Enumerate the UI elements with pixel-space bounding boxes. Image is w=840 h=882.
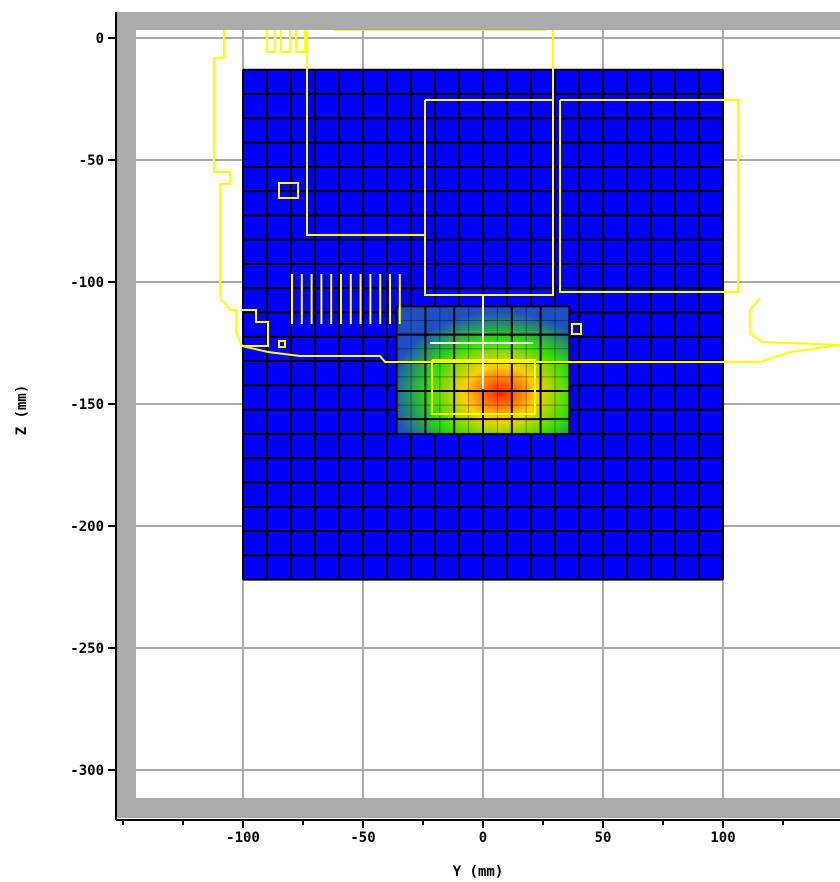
outline-target-inner xyxy=(424,99,554,296)
z-tick-label-5: -250 xyxy=(70,641,104,657)
crosshair xyxy=(430,296,534,390)
outline-small-square-left xyxy=(278,182,299,199)
outline-left-boundary xyxy=(213,30,840,363)
x-tick-label-4: 100 xyxy=(710,830,735,846)
outline-tooth-1 xyxy=(266,30,276,53)
outline-lower-box xyxy=(431,359,536,415)
outline-target-outer xyxy=(559,99,739,293)
outline-tooth-2 xyxy=(280,30,291,53)
y-axis-label: Z (mm) xyxy=(14,385,30,436)
z-tick-label-1: -50 xyxy=(79,153,104,169)
z-tick-label-0: 0 xyxy=(96,31,104,47)
z-tick-label-6: -300 xyxy=(70,763,104,779)
outline-tiny-square xyxy=(278,340,286,348)
outline-upper-box xyxy=(306,30,425,236)
z-tick-label-3: -150 xyxy=(70,397,104,413)
outline-right-arc xyxy=(749,297,840,346)
x-tick-label-3: 50 xyxy=(595,830,612,846)
z-tick-label-2: -100 xyxy=(70,275,104,291)
plot-frame-bottom xyxy=(116,798,840,818)
plot-frame-left xyxy=(116,12,136,818)
x-tick-label-1: -50 xyxy=(350,830,375,846)
outline-small-square-right xyxy=(571,323,582,335)
outline-tooth-3 xyxy=(295,30,306,53)
x-axis-label: Y (mm) xyxy=(453,864,504,880)
x-tick-label-2: 0 xyxy=(479,830,487,846)
outline-left-notch xyxy=(242,309,269,347)
structure-outlines xyxy=(213,30,840,415)
axis-ticks: -100 -50 0 50 100 0 -50 -100 -150 -200 -250 -300 xyxy=(70,31,784,846)
z-tick-label-4: -200 xyxy=(70,519,104,535)
x-tick-label-0: -100 xyxy=(226,830,260,846)
plot-frame-top xyxy=(116,12,840,30)
